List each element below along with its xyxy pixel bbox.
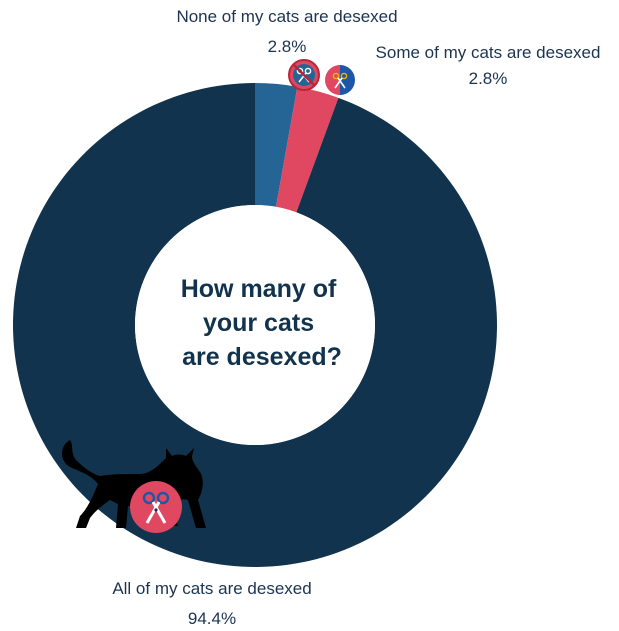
slice-value-some: 2.8% (469, 69, 508, 88)
chart-title-line-3: are desexed? (182, 343, 342, 371)
chart-title: How many of your cats are desexed? (181, 275, 344, 371)
slice-value-none: 2.8% (268, 37, 307, 56)
scissors-half-icon (325, 65, 355, 95)
donut-slices (12, 83, 498, 567)
scissors-icon (130, 481, 182, 533)
slice-label-all: All of my cats are desexed (112, 579, 311, 598)
chart-title-line-2: your cats (203, 309, 314, 337)
chart-title-line-1: How many of (181, 275, 337, 303)
slice-value-all: 94.4% (188, 609, 236, 628)
slice-some (276, 86, 339, 213)
slice-all (12, 83, 498, 567)
slice-label-none: None of my cats are desexed (176, 7, 397, 26)
donut-hole (135, 205, 375, 445)
scissors-crossed-out-icon (288, 59, 320, 91)
slice-label-some: Some of my cats are desexed (376, 43, 601, 62)
slice-none (255, 83, 298, 207)
